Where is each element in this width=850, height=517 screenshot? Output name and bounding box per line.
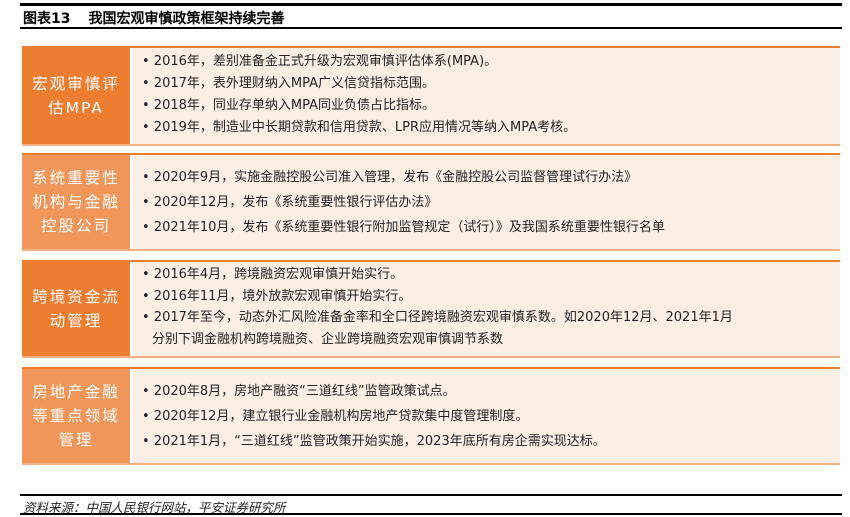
- list-item: • 2016年4月，跨境融资宏观审慎开始实行。: [142, 267, 404, 282]
- section-items: • 2016年4月，跨境融资宏观审慎开始实行。 • 2016年11月，境外放款宏…: [132, 262, 733, 356]
- list-item-continuation: 分别下调金融机构跨境融资、企业跨境融资宏观审慎调节系数: [152, 331, 504, 347]
- list-item: • 2019年，制造业中长期贷款和信用贷款、LPR应用情况等纳入MPA考核。: [142, 120, 577, 135]
- section-label: 系统重要性机构与金融控股公司: [22, 155, 132, 249]
- list-item: • 2016年11月，境外放款宏观审慎开始实行。: [142, 288, 412, 304]
- section-real-estate: 房地产金融等重点领域管理 • 2020年8月，房地产融资“三道红线”监管政策试点…: [22, 367, 840, 465]
- section-sifi: 系统重要性机构与金融控股公司 • 2020年9月，实施金融控股公司准入管理，发布…: [22, 153, 840, 251]
- figure-title: 图表13 我国宏观审慎政策框架持续完善: [23, 8, 284, 28]
- source-note: 资料来源：中国人民银行网站，平安证券研究所: [23, 500, 286, 515]
- section-cross-border: 跨境资金流动管理 • 2016年4月，跨境融资宏观审慎开始实行。 • 2016年…: [22, 260, 840, 358]
- list-item: • 2017年，表外理财纳入MPA广义信贷指标范围。: [142, 76, 436, 91]
- figure-title-text: 我国宏观审慎政策框架持续完善: [88, 11, 285, 27]
- list-item: • 2021年1月，“三道红线”监管政策开始实施，2023年底所有房企需实现达标…: [142, 434, 606, 449]
- section-label: 房地产金融等重点领域管理: [22, 369, 132, 463]
- section-items: • 2020年9月，实施金融控股公司准入管理，发布《金融控股公司监督管理试行办法…: [132, 155, 665, 249]
- section-label: 跨境资金流动管理: [22, 262, 132, 356]
- title-rule: [20, 27, 842, 29]
- list-item: • 2018年，同业存单纳入MPA同业负债占比指标。: [142, 98, 436, 113]
- section-items: • 2016年，差别准备金正式升级为宏观审慎评估体系(MPA)。 • 2017年…: [132, 48, 576, 144]
- list-item: • 2020年12月，建立银行业金融机构房地产贷款集中度管理制度。: [142, 409, 529, 424]
- list-item: • 2020年8月，房地产融资“三道红线”监管政策试点。: [142, 384, 456, 399]
- section-label: 宏观审慎评估MPA: [22, 48, 132, 144]
- list-item: • 2016年，差别准备金正式升级为宏观审慎评估体系(MPA)。: [142, 54, 498, 69]
- figure-number: 图表13: [23, 11, 71, 27]
- section-items: • 2020年8月，房地产融资“三道红线”监管政策试点。 • 2020年12月，…: [132, 369, 606, 463]
- list-item: • 2020年9月，实施金融控股公司准入管理，发布《金融控股公司监督管理试行办法…: [142, 170, 638, 185]
- source-rule-top: [20, 494, 842, 496]
- list-item: • 2021年10月，发布《系统重要性银行附加监管规定（试行）》及我国系统重要性…: [142, 220, 665, 235]
- top-rule: [20, 3, 842, 6]
- list-item: • 2017年至今，动态外汇风险准备金率和全口径跨境融资宏观审慎系数。如2020…: [142, 310, 733, 325]
- section-mpa: 宏观审慎评估MPA • 2016年，差别准备金正式升级为宏观审慎评估体系(MPA…: [22, 46, 840, 146]
- list-item: • 2020年12月，发布《系统重要性银行评估办法》: [142, 195, 438, 210]
- source-rule-bottom: [20, 513, 842, 515]
